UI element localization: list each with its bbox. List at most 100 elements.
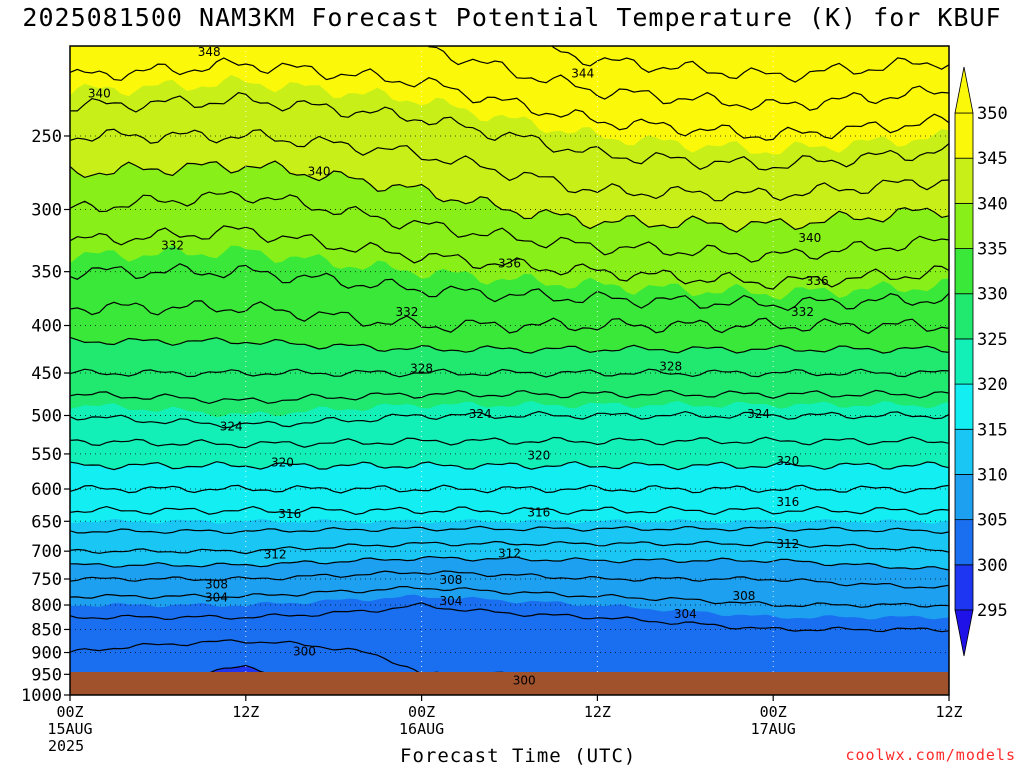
contour-label: 304 <box>439 594 462 608</box>
contour-line-314 <box>70 525 949 535</box>
y-tick-label: 300 <box>31 201 62 221</box>
colorbar-top-arrow <box>954 66 974 114</box>
x-tick-label: 12Z <box>232 703 259 721</box>
colorbar-segment <box>954 338 974 385</box>
contour-labels: 348 344 340 340 340 336 336 332 332 332 328 328 324 3… <box>88 45 829 688</box>
contour-line-304 <box>70 602 949 633</box>
contour-line-336 <box>70 225 949 290</box>
contour-line-342 <box>70 128 949 202</box>
contour-line-324 <box>70 410 949 429</box>
contour-line-328 <box>70 368 949 378</box>
contour-label: 328 <box>410 361 433 375</box>
y-tick-label: 400 <box>31 317 62 337</box>
x-tick-label: 16AUG <box>399 720 444 738</box>
contour-label: 304 <box>205 590 228 604</box>
contour-line-318 <box>70 484 949 494</box>
chart-title: 2025081500 NAM3KM Forecast Potential Tem… <box>22 3 1002 32</box>
contour-label: 312 <box>264 548 287 562</box>
contour-label: 320 <box>527 448 550 462</box>
contour-label: 324 <box>220 420 243 434</box>
colorbar-label: 300 <box>977 556 1008 576</box>
y-tick-label: 1000 <box>21 686 62 706</box>
colorbar-segment <box>954 293 974 340</box>
x-tick-label: 12Z <box>935 703 962 721</box>
isentrope-contours <box>70 46 949 695</box>
y-tick-label: 250 <box>31 127 62 147</box>
colorbar-segment <box>954 428 974 475</box>
contour-label: 304 <box>674 607 697 621</box>
colorbar: 295 300 305 310 315 320 325 330 335 340 345 350 <box>954 66 1008 657</box>
colorbar-segment <box>954 202 974 249</box>
colorbar-segment <box>954 383 974 430</box>
colorbar-segment <box>954 248 974 295</box>
x-tick-label: 00Z <box>408 703 435 721</box>
colorbar-label: 330 <box>977 285 1008 305</box>
colorbar-label: 320 <box>977 375 1008 395</box>
y-axis: 250 300 350 400 450 500 550 600 650 700 750 800 850 9… <box>21 127 70 706</box>
y-tick-label: 600 <box>31 480 62 500</box>
colorbar-segment <box>954 519 974 566</box>
y-tick-label: 950 <box>31 665 62 685</box>
contour-label: 316 <box>278 507 301 521</box>
colorbar-label: 310 <box>977 465 1008 485</box>
x-tick-label: 15AUG <box>47 720 92 738</box>
y-tick-label: 800 <box>31 596 62 616</box>
contour-label: 320 <box>271 456 294 470</box>
colorbar-bottom-arrow <box>954 609 974 657</box>
contour-line-338 <box>70 190 949 263</box>
colorbar-label: 335 <box>977 240 1008 260</box>
contour-label: 328 <box>659 360 682 374</box>
source-credit: coolwx.com/models <box>845 746 1016 764</box>
contour-line-340 <box>70 160 949 233</box>
contour-line-312 <box>70 540 949 555</box>
contour-label: 300 <box>293 645 316 659</box>
colorbar-segment <box>954 474 974 521</box>
x-tick-label: 2025 <box>48 737 84 755</box>
colorbar-label: 315 <box>977 420 1008 440</box>
x-axis-label: Forecast Time (UTC) <box>400 745 637 767</box>
y-tick-label: 900 <box>31 644 62 664</box>
contour-line-344 <box>70 92 949 171</box>
contour-line-350 <box>550 46 949 83</box>
contour-label: 316 <box>527 506 550 520</box>
colorbar-segment <box>954 157 974 204</box>
contour-line-306 <box>70 586 949 608</box>
colorbar-label: 345 <box>977 149 1008 169</box>
contour-line-326 <box>70 389 949 405</box>
contour-label: 320 <box>776 454 799 468</box>
contour-label: 344 <box>571 66 594 80</box>
contour-label: 308 <box>205 577 228 591</box>
colorbar-label: 295 <box>977 601 1008 621</box>
plot-frame <box>69 45 950 696</box>
contour-label: 324 <box>747 407 770 421</box>
contour-label: 340 <box>308 164 331 178</box>
contour-label: 308 <box>439 573 462 587</box>
contour-label: 348 <box>198 45 221 59</box>
fill-band-345 <box>70 46 949 155</box>
colorbar-label: 325 <box>977 330 1008 350</box>
y-tick-label: 650 <box>31 512 62 532</box>
colorbar-label: 305 <box>977 511 1008 531</box>
colorbar-segment <box>954 564 974 611</box>
x-tick-label: 00Z <box>760 703 787 721</box>
x-tick-label: 12Z <box>584 703 611 721</box>
contour-label: 308 <box>732 589 755 603</box>
contour-line-332 <box>70 300 949 335</box>
colorbar-label: 340 <box>977 194 1008 214</box>
contour-line-346 <box>70 57 949 141</box>
y-tick-label: 750 <box>31 570 62 590</box>
contour-label: 336 <box>498 257 521 271</box>
contour-line-308 <box>70 570 949 589</box>
y-tick-label: 350 <box>31 263 62 283</box>
contour-label: 300 <box>513 674 536 688</box>
terrain-strip <box>70 672 949 695</box>
contour-line-316 <box>70 505 949 516</box>
contour-label: 332 <box>161 238 184 252</box>
contour-line-320 <box>70 461 949 471</box>
x-tick-label: 17AUG <box>751 720 796 738</box>
y-tick-label: 700 <box>31 542 62 562</box>
contour-label: 324 <box>469 407 492 421</box>
y-tick-label: 450 <box>31 364 62 384</box>
